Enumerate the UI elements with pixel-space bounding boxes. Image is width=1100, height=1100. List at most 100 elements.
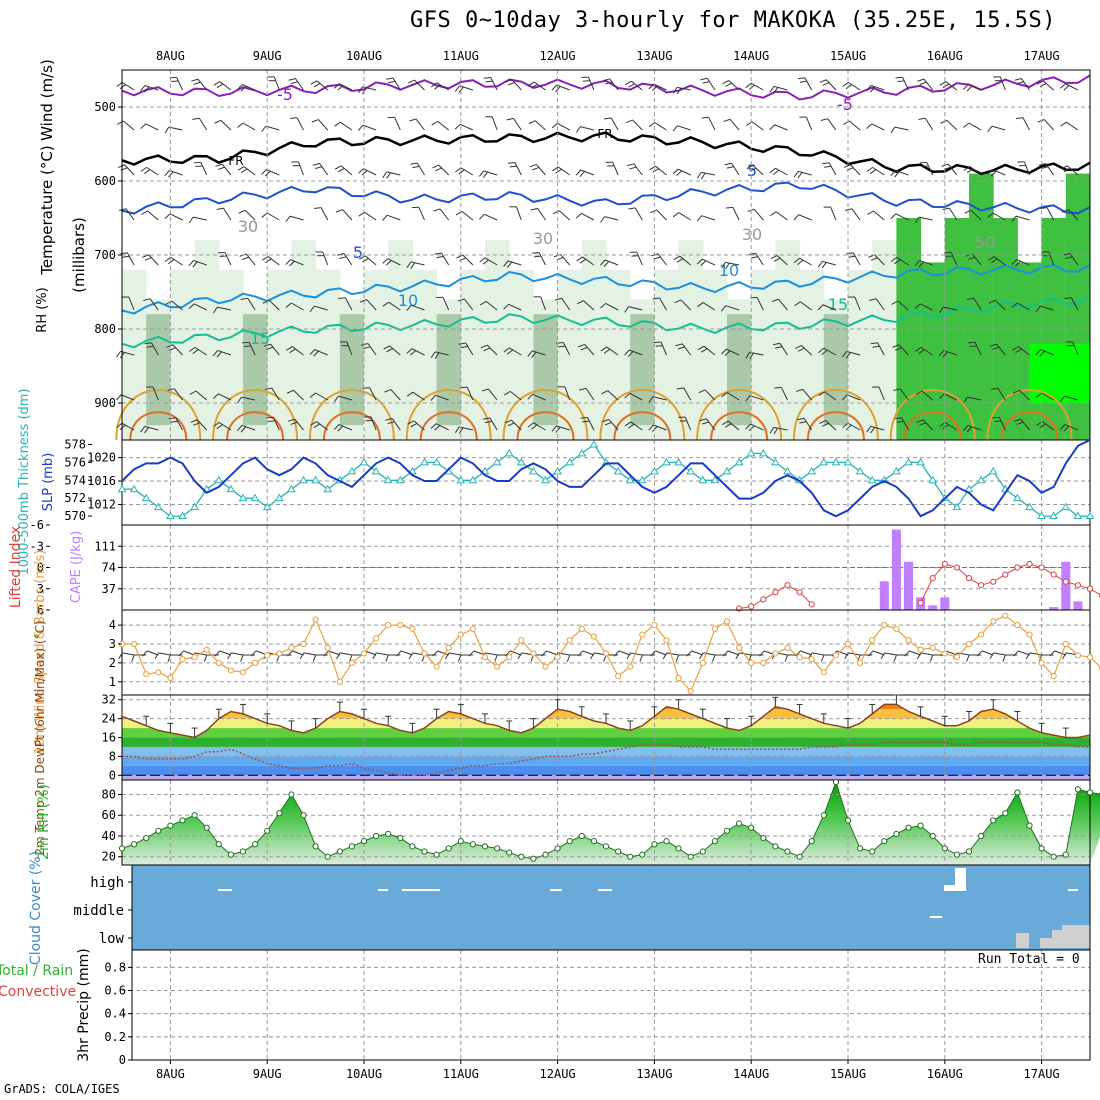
rh-marker	[131, 841, 138, 848]
wind-barb	[678, 212, 691, 221]
wind-barb	[850, 164, 861, 176]
date-label-top: 15AUG	[830, 49, 866, 63]
date-label-bottom: 9AUG	[253, 1067, 282, 1081]
wind-speed-marker	[252, 659, 259, 666]
wind-barb	[296, 117, 304, 131]
wind-barb	[728, 80, 740, 91]
rh-fill-mid	[533, 314, 559, 426]
wind-barb	[339, 83, 353, 91]
wind-barb-flag	[1015, 348, 1022, 354]
rh-marker	[699, 848, 706, 855]
y-tick-label: 578	[64, 437, 86, 451]
wind-barb-flag	[143, 298, 151, 301]
wind-barb-flag	[457, 298, 465, 302]
wind-barb	[677, 168, 691, 176]
wind-barb	[632, 119, 643, 131]
rh-fill-light	[218, 269, 244, 440]
wind-barb	[248, 342, 256, 356]
wind-speed-marker	[191, 654, 198, 661]
cape-bar	[928, 605, 938, 610]
wind-barb-flag	[119, 424, 126, 431]
wind-barb-flag	[602, 418, 610, 423]
rh-fill-light	[194, 240, 220, 440]
upper-rh-label: RH (%)	[35, 287, 50, 332]
slp-line	[121, 439, 1091, 518]
wind-barb-flag	[915, 390, 923, 395]
rh-marker	[457, 838, 464, 845]
wind-barb	[328, 650, 340, 656]
wind-barb-flag	[507, 261, 513, 268]
wind-barb-flag	[189, 346, 196, 352]
wind-barb	[389, 345, 401, 356]
wind-barb-flag	[602, 78, 610, 82]
wind-barb-flag	[822, 422, 829, 427]
wind-barb-flag	[896, 420, 904, 423]
slp-ylabel: SLP (mb)	[41, 453, 56, 512]
wind-barb	[731, 162, 740, 176]
wind-barb	[657, 253, 667, 266]
wind-barb	[811, 652, 824, 656]
wind-barb	[196, 419, 208, 431]
wind-barb-flag	[312, 163, 320, 166]
wind-barb-flag	[193, 422, 201, 426]
thickness-marker	[529, 466, 538, 475]
wind-barb-flag	[167, 388, 175, 391]
wind-barb-flag	[1035, 392, 1042, 398]
wind-barb	[1065, 83, 1079, 91]
wind-barb-flag	[918, 349, 925, 355]
wind-barb	[173, 388, 183, 401]
rh-marker	[615, 848, 622, 855]
wind-barb-flag	[430, 351, 436, 358]
wind-barb	[268, 299, 280, 311]
thickness-marker	[129, 484, 139, 493]
wind-barb-flag	[580, 346, 588, 351]
wind-speed-marker	[1050, 673, 1057, 680]
wind-barb	[822, 260, 837, 266]
wind-barb	[943, 306, 958, 311]
wind-barb-flag	[748, 252, 756, 256]
rh-marker	[506, 849, 513, 856]
wind-barb-flag	[624, 306, 630, 313]
wind-barb-flag	[921, 165, 929, 167]
wind-barb-flag	[1060, 165, 1068, 170]
wind-barb-flag	[288, 78, 296, 81]
wind-barb	[533, 81, 546, 91]
wind-barb-flag	[726, 166, 734, 169]
wind-barb	[241, 396, 256, 401]
rh-fill-light	[581, 240, 607, 440]
wind-barb-flag	[482, 171, 488, 178]
wind-barb	[605, 302, 619, 311]
wind-barb-flag	[989, 343, 997, 347]
wind-barb	[971, 253, 982, 266]
wind-barb	[193, 303, 207, 311]
wind-speed-marker	[360, 650, 368, 657]
wind-barb	[969, 166, 982, 176]
wind-barb	[923, 78, 934, 91]
wind-barb-flag	[527, 81, 535, 87]
wind-barb	[872, 166, 885, 176]
wind-barb-flag	[750, 256, 758, 259]
wind-barb	[491, 116, 498, 131]
wind-barb	[800, 650, 812, 656]
wind-barb-flag	[214, 119, 222, 124]
cloud-low-block	[1016, 933, 1029, 948]
precip-ylabel: 3hr Precip (mm)	[76, 948, 92, 1061]
wind-barb-flag	[963, 84, 969, 90]
wind-barb-flag	[530, 207, 538, 211]
wind-barb	[218, 421, 232, 431]
wind-barb-flag	[1035, 305, 1041, 313]
wind-speed-marker	[651, 622, 658, 629]
wind-speed-marker	[1086, 654, 1094, 661]
thickness-marker	[395, 475, 405, 484]
y-tick-label: 800	[94, 322, 116, 336]
wind-barb-flag	[869, 86, 876, 93]
wind-barb-flag	[285, 215, 291, 223]
wind-barb-flag	[968, 256, 975, 260]
wind-barb-flag	[966, 168, 974, 174]
wind-speed-marker	[167, 674, 174, 682]
wind-barb-flag	[938, 393, 945, 400]
warm-contour-inner	[613, 411, 672, 441]
wind-barb	[926, 162, 934, 176]
wind-barb-flag	[406, 261, 412, 268]
lifted-index-marker	[1086, 585, 1094, 592]
